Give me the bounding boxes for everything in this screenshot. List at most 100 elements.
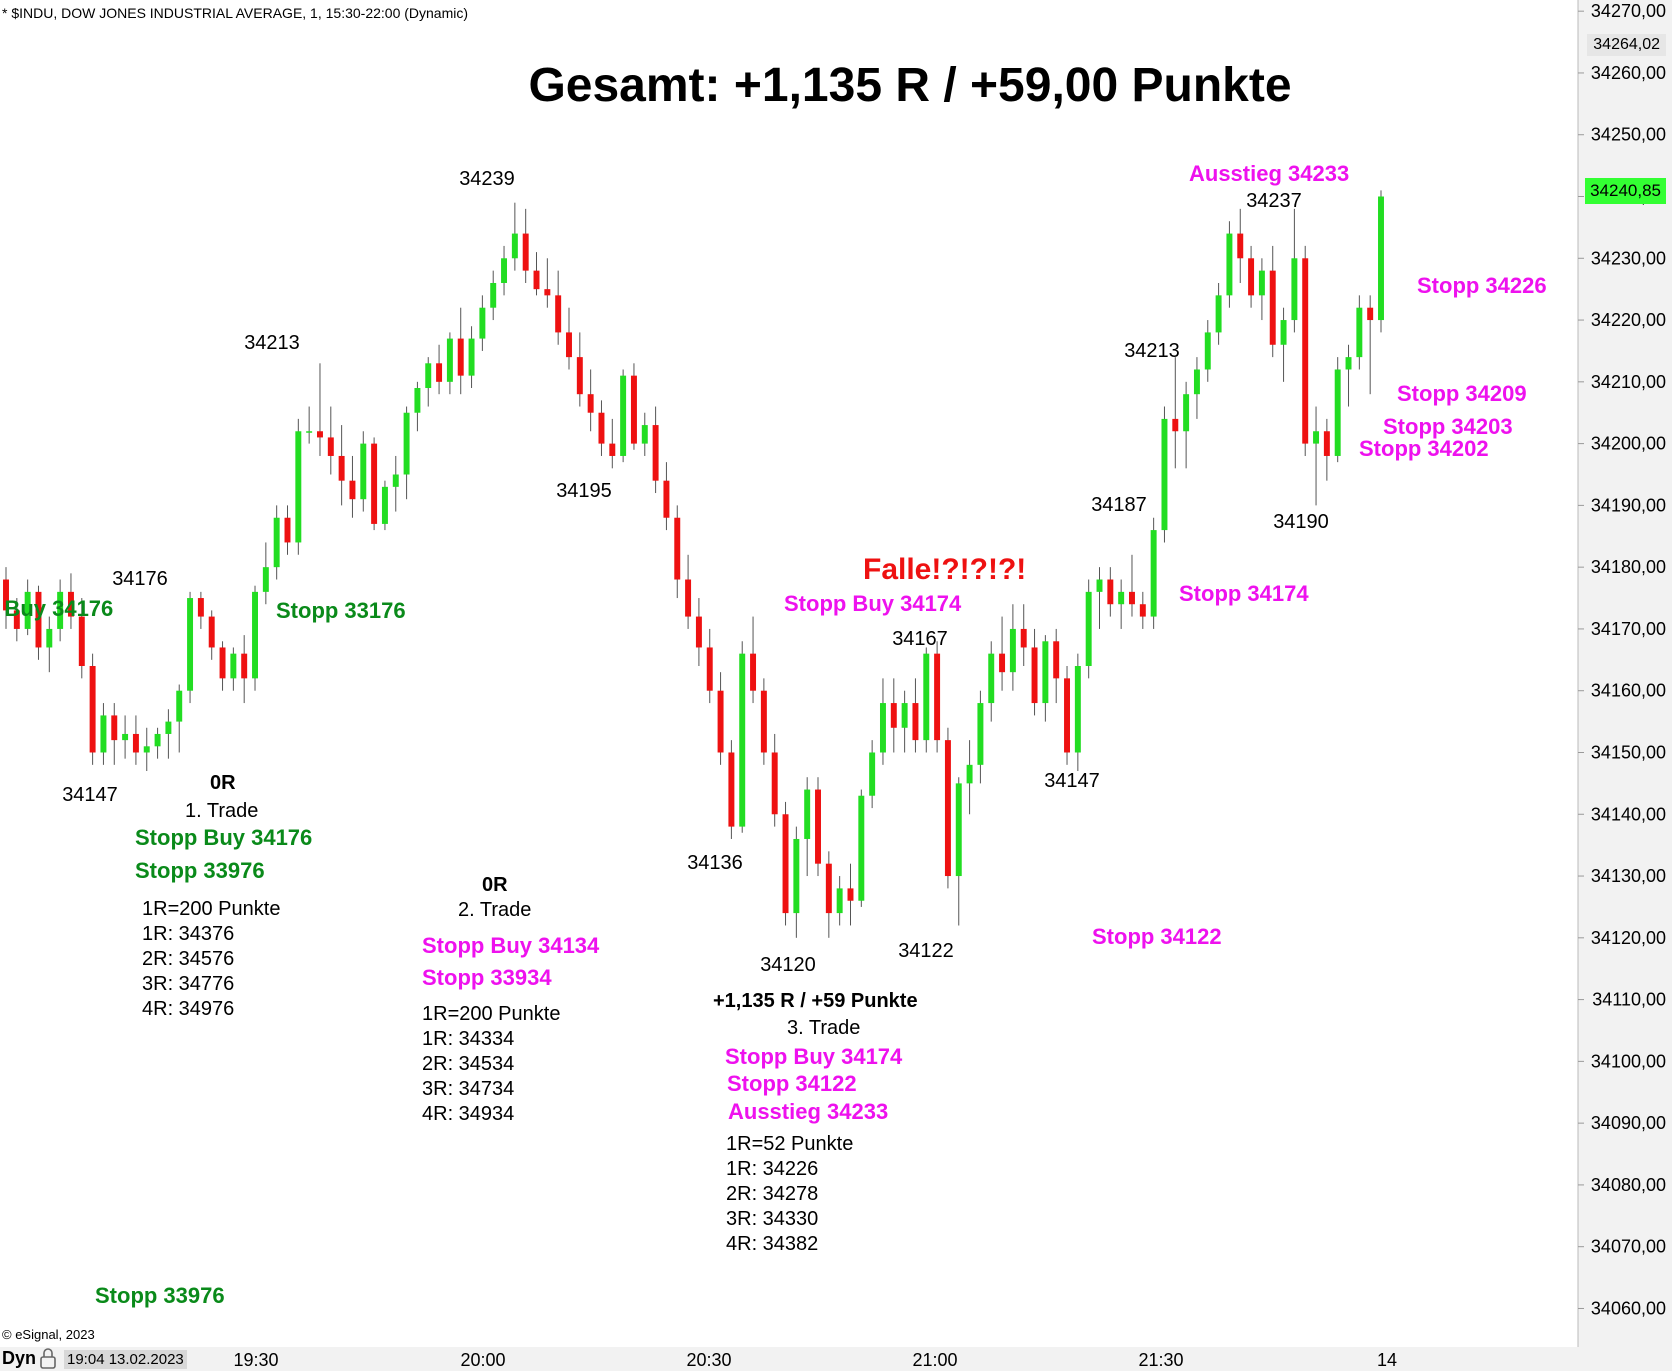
stopp-buy-annotation: Stopp Buy 34176 [0,596,114,621]
trade-result: 0R [210,771,236,796]
target-1r: 1R: 34376 [142,923,235,945]
target-3r: 3R: 34734 [422,1078,515,1100]
candle-down [349,480,356,500]
y-tick-label: 34130,00 [1591,866,1666,886]
y-tick-label: 34110,00 [1592,990,1666,1010]
trade-name: 2. Trade [458,899,532,921]
candle-up [414,388,421,413]
candle-up [100,715,107,753]
candle-up [24,591,31,629]
trade-result-text: 0R [210,772,236,794]
candle-up [1215,295,1222,333]
stopp-buy-annotation: Stopp Buy 34174 [725,1044,903,1069]
candle-up [739,653,746,827]
candle-down [566,332,572,358]
target-1r: 1R: 34226 [726,1158,819,1180]
candle-down [89,666,96,753]
candle-up [955,783,962,877]
time-tick-label: 21:00 [912,1350,958,1370]
time-tick-label: 19:30 [233,1350,279,1370]
candle-up [57,591,64,629]
y-tick-label: 34210,00 [1591,372,1666,392]
candle-down [1107,579,1114,605]
price-label: 34239 [459,168,515,190]
y-tick-label: 34200,00 [1591,434,1666,454]
candle-down [782,814,789,914]
candle-down [760,690,767,753]
candle-up [187,598,194,691]
y-tick-label: 34230,00 [1591,248,1666,268]
candle-down [685,579,692,617]
candle-up [1356,307,1363,358]
candle-down [847,888,854,901]
y-tick-label: 34260,00 [1591,63,1666,83]
trade-name: 1. Trade [185,800,259,822]
y-tick-label: 34160,00 [1591,681,1666,701]
candle-up [620,375,627,456]
target-2r: 2R: 34576 [142,948,235,970]
candle-up [1291,258,1298,321]
lock-icon[interactable] [38,1347,58,1369]
target-4r: 4R: 34382 [726,1233,819,1255]
y-tick-label: 34250,00 [1591,125,1666,145]
candle-up [641,425,648,444]
candle-down [316,431,323,438]
chart-header: * $INDU, DOW JONES INDUSTRIAL AVERAGE, 1… [2,5,469,21]
price-label: 34120 [760,954,816,976]
target-4r: 4R: 34934 [422,1103,515,1125]
target-3r: 3R: 34776 [142,973,235,995]
price-label: 34213 [1124,340,1180,362]
y-tick-label: 34080,00 [1591,1175,1666,1195]
candle-up [1150,530,1157,617]
candle-down [219,647,226,679]
trade-details: 1R=52 Punkte 1R: 34226 2R: 34278 3R: 343… [726,1132,853,1257]
target-3r: 3R: 34330 [726,1208,819,1230]
candle-down [284,517,291,543]
candle-down [706,647,713,691]
candle-up [858,795,865,901]
price-label: 34147 [62,784,118,806]
candle-up [154,733,161,747]
stopp-annotation: Stopp 34226 [1417,273,1547,298]
candle-up [869,752,876,796]
price-label: 34190 [1273,511,1329,533]
candle-down [825,863,832,914]
candle-down [1323,431,1330,456]
time-tick-label: 20:30 [686,1350,732,1370]
stopp-annotation: Stopp 34122 [1092,924,1222,949]
dyn-label[interactable]: Dyn [2,1348,37,1368]
candle-up [273,517,280,568]
candle-up [1334,369,1341,456]
candle-up [1280,320,1287,345]
y-tick-label: 34120,00 [1591,928,1666,948]
candle-down [555,295,562,333]
candle-down [630,375,637,444]
candle-down [197,598,204,617]
candle-down [771,752,778,815]
candle-up [1085,591,1092,666]
candle-down [35,591,42,648]
candle-down [717,690,724,753]
y-tick-label: 34190,00 [1591,495,1666,515]
price-label: 34136 [687,852,743,874]
candle-up [252,591,258,679]
candle-down [327,437,334,456]
candle-up [403,412,410,475]
stopp-annotation: Stopp 34203 [1383,414,1513,439]
candle-up [1345,357,1352,370]
stopp-annotation: Stopp 33176 [276,598,406,623]
candle-up [295,431,302,543]
trade-details: 1R=200 Punkte 1R: 34334 2R: 34534 3R: 34… [422,1002,560,1127]
candle-up [165,721,172,734]
candle-down [1064,678,1071,753]
copyright-text: © eSignal, 2023 [2,1327,95,1342]
time-tick-label: 21:30 [1138,1350,1184,1370]
candle-up [1161,418,1168,531]
candle-up [490,282,497,308]
candle-down [999,653,1006,673]
candle-up [511,233,518,259]
target-1r: 1R: 34334 [422,1028,515,1050]
candle-up [122,733,129,741]
candle-up [1183,394,1190,432]
